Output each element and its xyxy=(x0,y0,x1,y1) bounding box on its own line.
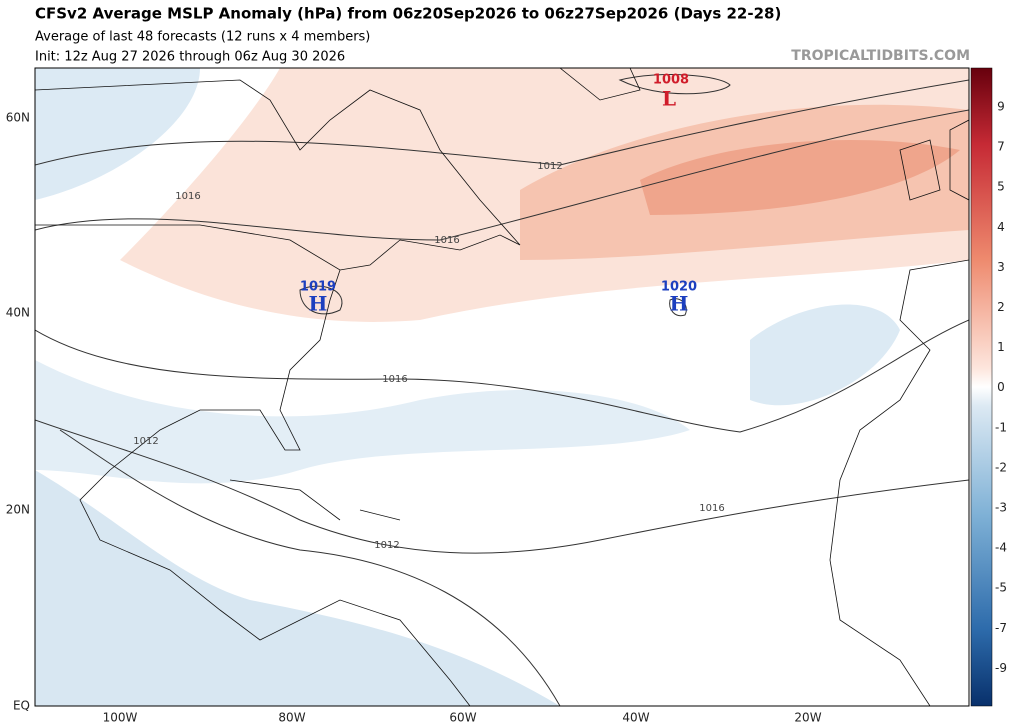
watermark: TROPICALTIDBITS.COM xyxy=(791,48,970,64)
colorbar-label: 4 xyxy=(997,220,1005,234)
contour-label: 1012 xyxy=(537,161,562,172)
contour-label: 1012 xyxy=(374,540,399,551)
contour-label: 1012 xyxy=(133,436,158,447)
init-line: Init: 12z Aug 27 2026 through 06z Aug 30… xyxy=(35,50,345,65)
contour-label: 1016 xyxy=(699,503,724,514)
colorbar-label: 1 xyxy=(997,340,1005,354)
map-frame xyxy=(34,67,970,707)
colorbar-label: -9 xyxy=(995,661,1007,675)
colorbar-label: 7 xyxy=(997,140,1005,154)
colorbar-label: -7 xyxy=(995,621,1007,635)
lon-label: 60W xyxy=(449,711,476,725)
lat-label: 40N xyxy=(6,306,30,320)
colorbar-label: 9 xyxy=(997,100,1005,114)
title: CFSv2 Average MSLP Anomaly (hPa) from 06… xyxy=(35,5,781,23)
lat-label: EQ xyxy=(13,699,30,713)
map: 1019 H 1020 H 1008 L 1012 1016 1016 1016 101… xyxy=(35,68,969,706)
center-value: 1008 xyxy=(653,73,689,88)
lat-label: 20N xyxy=(6,503,30,517)
subtitle: Average of last 48 forecasts (12 runs x … xyxy=(35,30,370,45)
center-value: 1019 xyxy=(300,280,336,295)
colorbar-label: -5 xyxy=(995,581,1007,595)
contour-label: 1016 xyxy=(382,374,407,385)
colorbar-label: -4 xyxy=(995,541,1007,555)
center-letter: H xyxy=(309,292,328,316)
center-value: 1020 xyxy=(661,280,697,295)
colorbar-label: 2 xyxy=(997,300,1005,314)
center-letter: H xyxy=(670,292,689,316)
lon-label: 100W xyxy=(103,711,138,725)
lon-label: 40W xyxy=(622,711,649,725)
colorbar-label: 5 xyxy=(997,180,1005,194)
colorbar-label: 0 xyxy=(997,380,1005,394)
centers: 1019 H 1020 H xyxy=(300,280,697,316)
contour-label: 1016 xyxy=(175,191,200,202)
colorbar-label: -2 xyxy=(995,460,1007,474)
lat-label: 60N xyxy=(6,111,30,125)
colorbar xyxy=(970,67,993,707)
colorbar-label: -3 xyxy=(995,501,1007,515)
center-letter: L xyxy=(662,87,676,111)
colorbar-label: -1 xyxy=(995,420,1007,434)
lon-label: 80W xyxy=(278,711,305,725)
colorbar-label: 3 xyxy=(997,260,1005,274)
lon-label: 20W xyxy=(794,711,821,725)
contour-label: 1016 xyxy=(434,235,459,246)
